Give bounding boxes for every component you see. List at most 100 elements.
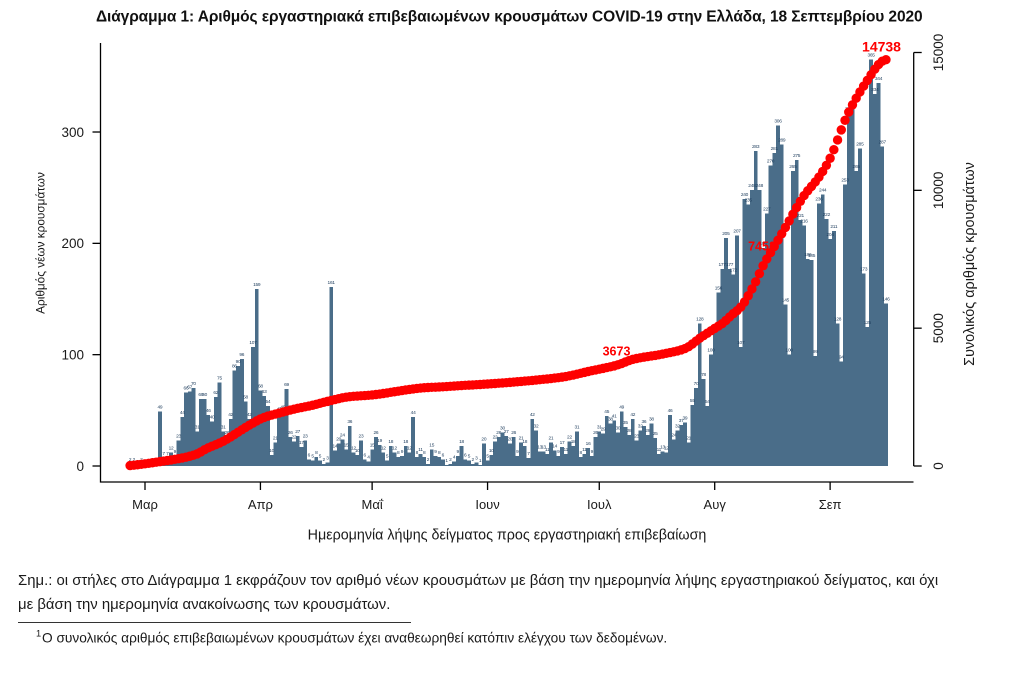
svg-text:204: 204 [826,232,834,238]
svg-text:15: 15 [429,442,434,448]
svg-text:66: 66 [184,386,189,392]
svg-text:12: 12 [381,446,386,452]
svg-text:60: 60 [198,392,203,398]
svg-text:244: 244 [819,187,827,193]
svg-text:285: 285 [856,142,864,148]
svg-text:3: 3 [475,456,478,462]
svg-text:10000: 10000 [931,172,946,210]
svg-text:0: 0 [76,459,84,474]
svg-text:Διάγραμμα 1: Αριθμός εργαστηρι: Διάγραμμα 1: Αριθμός εργαστηριακά επιβεβ… [96,9,923,26]
svg-text:Αυγ: Αυγ [704,497,727,512]
svg-text:15: 15 [344,442,349,448]
svg-text:1: 1 [479,458,482,464]
svg-text:2: 2 [129,457,132,463]
svg-text:287: 287 [879,139,887,145]
svg-text:253: 253 [841,177,849,183]
svg-text:11: 11 [545,447,550,453]
svg-text:99: 99 [813,349,818,355]
svg-text:5: 5 [468,453,471,459]
svg-text:24: 24 [671,432,676,438]
svg-text:24: 24 [340,432,345,438]
svg-text:5: 5 [311,453,314,459]
svg-text:5: 5 [486,453,489,459]
svg-text:20: 20 [481,437,486,443]
svg-text:172: 172 [730,268,738,274]
svg-text:90: 90 [236,359,241,365]
svg-text:27: 27 [295,429,300,435]
svg-text:22: 22 [292,435,297,441]
svg-text:Ημερομηνία λήψης δείγματος προ: Ημερομηνία λήψης δείγματος προς εργαστηρ… [308,528,707,544]
svg-text:23: 23 [176,433,181,439]
svg-text:70: 70 [191,381,196,387]
svg-text:35: 35 [623,420,628,426]
svg-text:283: 283 [752,144,760,150]
svg-text:2: 2 [427,457,430,463]
svg-text:23: 23 [359,433,364,439]
svg-text:216: 216 [800,219,808,225]
svg-text:11: 11 [582,447,587,453]
svg-text:12: 12 [169,446,174,452]
svg-text:18: 18 [459,439,464,445]
svg-text:9: 9 [174,449,177,455]
svg-text:42: 42 [630,412,635,418]
svg-text:185: 185 [808,253,816,259]
svg-text:45: 45 [604,409,609,415]
svg-text:19: 19 [377,438,382,444]
svg-text:21: 21 [519,436,524,442]
svg-text:18: 18 [571,439,576,445]
svg-text:7: 7 [162,451,165,457]
svg-text:60: 60 [202,392,207,398]
svg-text:26: 26 [593,430,598,436]
svg-text:17: 17 [299,440,304,446]
svg-text:159: 159 [253,282,261,288]
svg-text:236: 236 [815,196,823,202]
svg-text:26: 26 [224,430,229,436]
svg-text:49: 49 [619,404,624,410]
svg-text:9: 9 [591,449,594,455]
svg-text:1: 1 [36,629,41,639]
svg-text:14: 14 [552,443,557,449]
svg-text:11: 11 [418,447,423,453]
svg-text:6: 6 [363,452,366,458]
svg-text:54: 54 [705,399,710,405]
svg-text:12: 12 [664,446,669,452]
svg-text:281: 281 [771,146,779,152]
svg-text:211: 211 [830,224,837,230]
svg-text:42: 42 [247,412,252,418]
svg-text:94: 94 [839,354,844,360]
svg-text:9: 9 [557,449,560,455]
svg-text:Απρ: Απρ [248,497,273,512]
svg-text:55: 55 [690,398,695,404]
svg-text:196: 196 [759,241,767,247]
svg-text:265: 265 [853,164,861,170]
svg-text:100: 100 [61,347,84,362]
svg-text:265: 265 [789,164,797,170]
svg-text:248: 248 [748,183,756,189]
svg-text:300: 300 [61,125,84,140]
svg-text:28: 28 [627,428,632,434]
svg-text:86: 86 [232,363,237,369]
svg-text:Σημ.: οι στήλες στο Διάγραμμα: Σημ.: οι στήλες στο Διάγραμμα 1 εκφράζου… [18,573,938,589]
svg-text:221: 221 [797,213,805,219]
svg-text:145: 145 [782,298,790,304]
svg-text:15000: 15000 [931,34,946,72]
svg-text:38: 38 [649,417,654,423]
svg-text:107: 107 [249,340,257,346]
svg-text:222: 222 [823,212,831,218]
svg-text:46: 46 [206,408,211,414]
svg-text:με βάση την ημερομηνία ανακοίν: με βάση την ημερομηνία ανακοίνωσης των κ… [18,597,390,613]
svg-text:344: 344 [875,76,883,82]
svg-text:41: 41 [612,413,617,419]
svg-text:11: 11 [657,447,662,453]
svg-text:10: 10 [269,448,274,454]
svg-text:Μαρ: Μαρ [132,497,158,512]
svg-text:156: 156 [715,285,723,291]
svg-text:62: 62 [213,390,218,396]
svg-text:235: 235 [745,197,753,203]
svg-text:Σεπ: Σεπ [819,497,842,512]
svg-text:17: 17 [560,440,565,446]
svg-text:3: 3 [326,456,329,462]
svg-text:306: 306 [774,118,782,124]
svg-text:207: 207 [733,229,741,235]
svg-text:Ιουν: Ιουν [475,497,499,512]
